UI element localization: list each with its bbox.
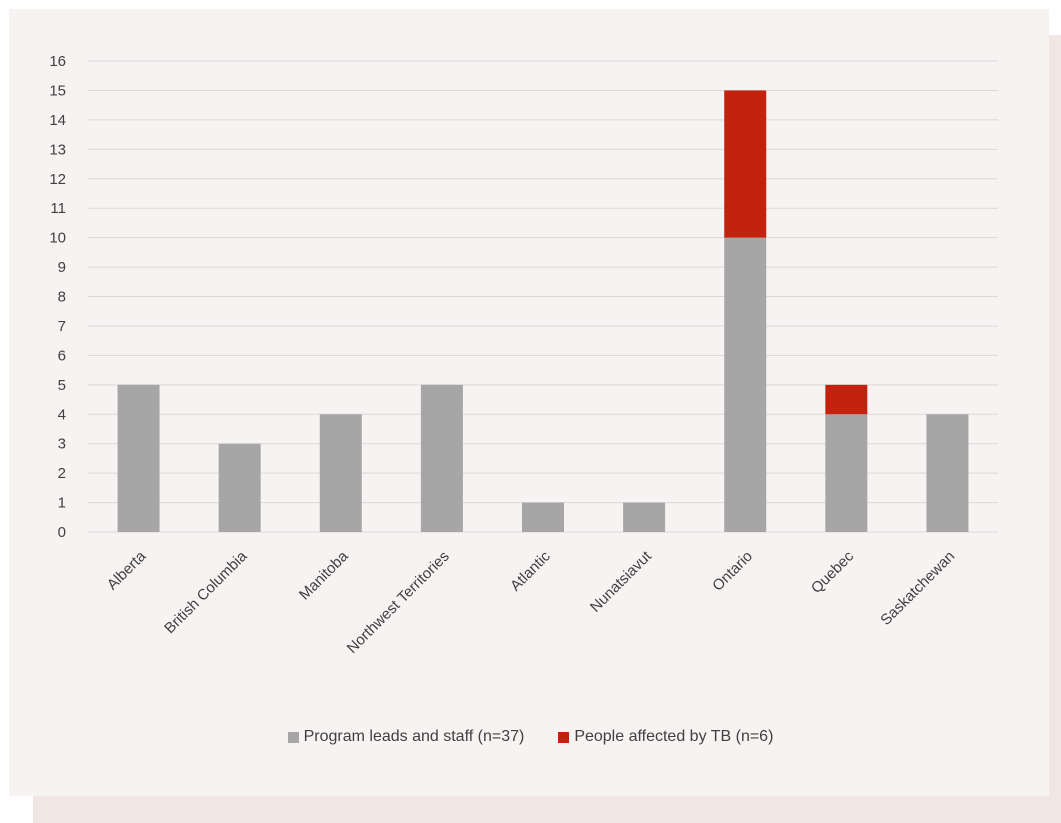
- y-tick-label-14: 14: [49, 112, 66, 129]
- bar-ontario-series-0: [724, 237, 767, 532]
- gridlines: [88, 60, 998, 533]
- bar-northwest-territories-series-0: [420, 384, 463, 532]
- x-axis-category-labels: Alberta British Columbia ManitobaNorthwest…: [104, 547, 959, 657]
- bar-ontario-series-1: [724, 90, 767, 238]
- bar-saskatchewan-series-0: [926, 414, 969, 532]
- y-tick-label-11: 11: [50, 200, 66, 217]
- y-tick-label-7: 7: [58, 318, 66, 335]
- x-tick-label-saskatchewan: Saskatchewan: [877, 548, 958, 629]
- x-tick-label-quebec: Quebec: [808, 547, 858, 597]
- chart-card: [9, 9, 1049, 796]
- y-tick-label-4: 4: [58, 406, 66, 423]
- legend-item-program-staff: Program leads and staff (n=37): [287, 728, 525, 746]
- bar-nunatsiavut-series-0: [623, 502, 666, 532]
- y-tick-label-1: 1: [58, 495, 66, 512]
- x-tick-label-british-columbia: British Columbia: [161, 547, 251, 637]
- legend-label-people-affected: People affected by TB (n=6): [574, 728, 774, 745]
- y-tick-label-5: 5: [58, 377, 66, 394]
- y-tick-label-6: 6: [58, 347, 66, 364]
- y-tick-label-13: 13: [49, 141, 66, 158]
- y-tick-label-15: 15: [49, 82, 66, 99]
- bar-quebec-series-0: [825, 414, 868, 532]
- x-tick-label-ontario: Ontario: [709, 548, 756, 595]
- legend-label-program-staff: Program leads and staff (n=37): [303, 728, 525, 745]
- y-tick-label-0: 0: [58, 524, 66, 541]
- x-tick-label-nunatsiavut: Nunatsiavut: [587, 547, 656, 616]
- legend: Program leads and staff (n=37) People af…: [0, 728, 1061, 746]
- legend-item-people-affected: People affected by TB (n=6): [558, 728, 773, 746]
- bar-manitoba-series-0: [319, 414, 362, 532]
- y-tick-label-2: 2: [58, 465, 66, 482]
- legend-swatch-program-staff: [287, 731, 299, 743]
- bar-atlantic-series-0: [522, 502, 564, 532]
- bar-alberta-series-0: [117, 384, 160, 532]
- x-tick-label-atlantic: Atlantic: [507, 547, 554, 594]
- y-tick-label-16: 16: [49, 53, 66, 70]
- bar-british-columbia-series-0: [218, 443, 261, 532]
- y-tick-label-12: 12: [49, 171, 66, 188]
- y-tick-label-9: 9: [58, 259, 66, 276]
- y-tick-label-10: 10: [49, 230, 66, 247]
- bar-quebec-series-1: [825, 384, 868, 415]
- y-tick-label-8: 8: [58, 289, 66, 306]
- x-tick-label-northwest-territories: Northwest Territories: [344, 548, 453, 657]
- legend-swatch-people-affected: [558, 731, 570, 743]
- y-tick-label-3: 3: [58, 436, 66, 453]
- bars: [117, 90, 969, 532]
- x-tick-label-manitoba: Manitoba: [296, 547, 352, 603]
- x-tick-label-alberta: Alberta: [104, 547, 150, 593]
